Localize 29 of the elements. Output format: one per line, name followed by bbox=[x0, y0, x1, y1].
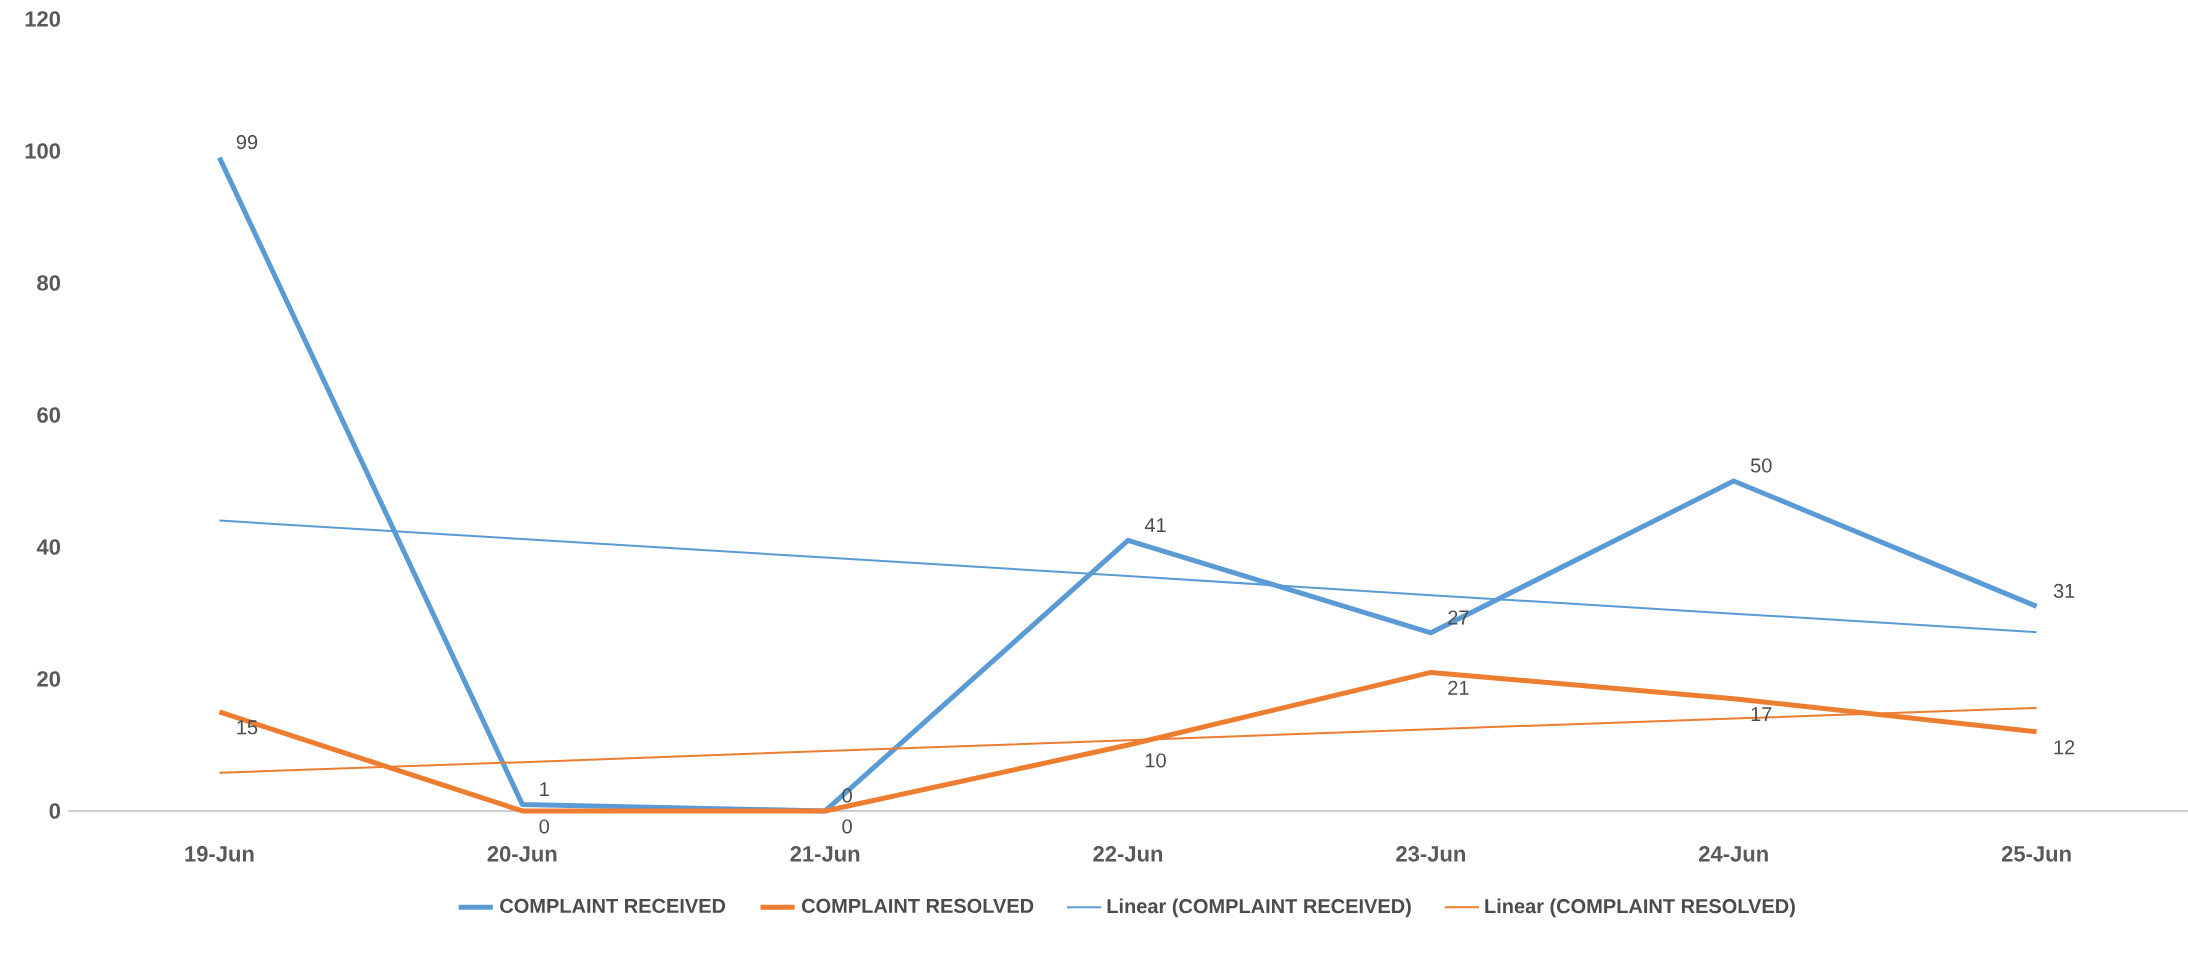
data-label: 0 bbox=[539, 819, 550, 834]
data-label: 31 bbox=[2053, 583, 2075, 598]
data-label: 0 bbox=[842, 819, 852, 834]
y-tick-label: 20 bbox=[37, 671, 61, 687]
y-tick-label: 120 bbox=[25, 11, 61, 27]
data-label: 41 bbox=[1144, 518, 1166, 532]
x-tick-label: 23-Jun bbox=[1396, 846, 1465, 862]
y-tick-label: 100 bbox=[25, 143, 61, 159]
data-label: 1 bbox=[540, 782, 549, 796]
x-tick-label: 24-Jun bbox=[1699, 846, 1768, 862]
data-label: 15 bbox=[237, 720, 258, 735]
data-label: 12 bbox=[2054, 740, 2075, 755]
y-tick-label: 60 bbox=[37, 407, 61, 423]
data-label: 50 bbox=[1750, 458, 1772, 473]
x-tick-label: 25-Jun bbox=[2001, 846, 2071, 862]
legend-label: Linear (COMPLAINT RECEIVED) bbox=[1107, 898, 1411, 918]
legend-label: COMPLAINT RECEIVED bbox=[500, 898, 726, 914]
y-tick-label: 40 bbox=[36, 539, 61, 555]
y-tick-label: 80 bbox=[37, 275, 61, 291]
legend-label: COMPLAINT RESOLVED bbox=[801, 898, 1034, 914]
legend-label: Linear (COMPLAINT RESOLVED) bbox=[1485, 898, 1795, 918]
x-tick-label: 20-Jun bbox=[487, 846, 557, 862]
data-label: 10 bbox=[1145, 753, 1166, 768]
x-tick-label: 22-Jun bbox=[1093, 846, 1163, 862]
data-label: 99 bbox=[236, 135, 258, 150]
y-tick-label: 0 bbox=[49, 803, 61, 819]
x-tick-label: 19-Jun bbox=[185, 846, 254, 862]
data-label: 21 bbox=[1448, 680, 1469, 695]
x-tick-label: 21-Jun bbox=[790, 846, 860, 862]
